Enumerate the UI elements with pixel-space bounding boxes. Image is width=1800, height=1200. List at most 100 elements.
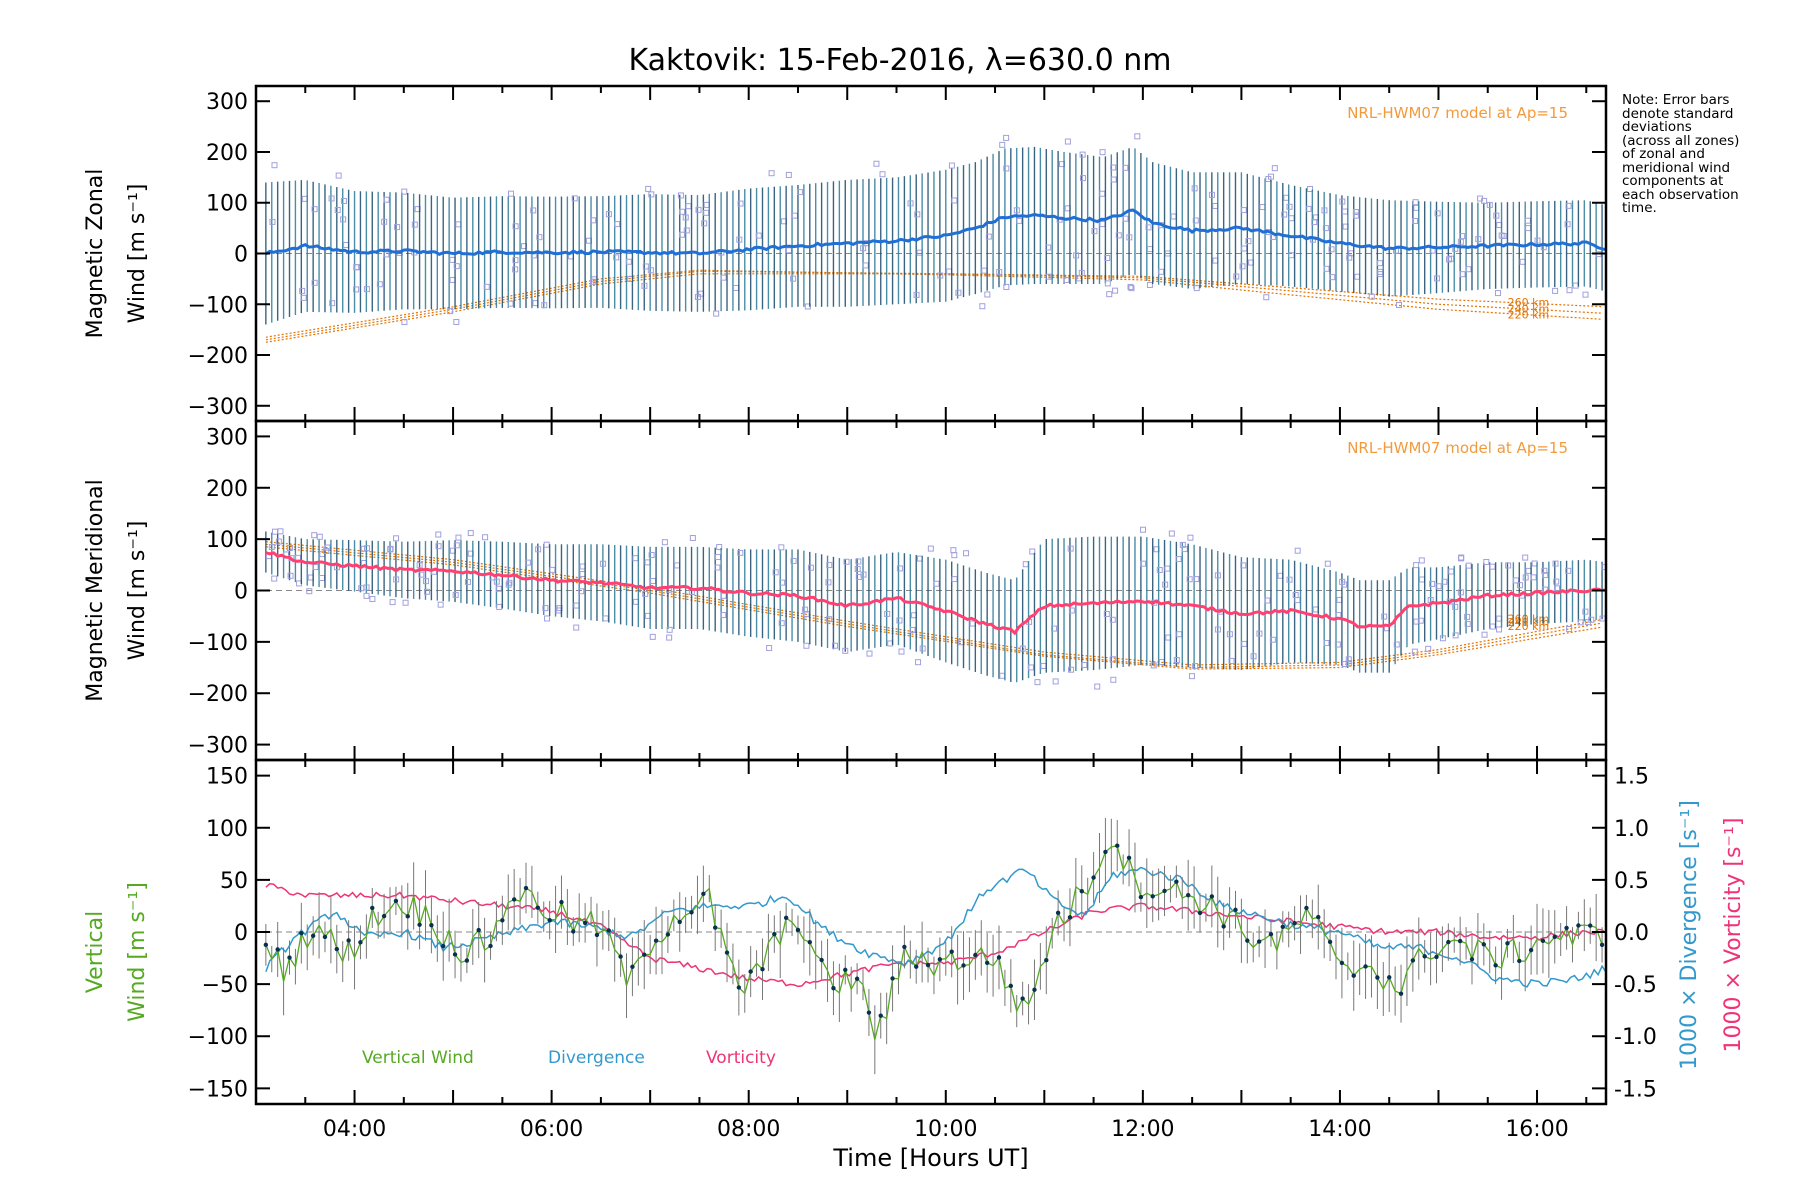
scatter-point — [714, 564, 721, 571]
x-axis-label: Time [Hours UT] — [832, 1144, 1028, 1172]
scatter-point — [599, 560, 606, 567]
scatter-point — [507, 190, 514, 197]
y-tick-label: 300 — [206, 425, 248, 450]
vertical-wind-point — [701, 891, 706, 897]
scatter-point — [1192, 663, 1199, 670]
scatter-point — [1064, 138, 1071, 145]
vertical-wind-point — [476, 927, 481, 933]
scatter-point — [679, 208, 686, 215]
vertical-wind-point — [299, 931, 304, 936]
scatter-point — [666, 634, 673, 641]
scatter-point — [1228, 657, 1235, 664]
vertical-wind-point — [783, 915, 789, 921]
scatter-point — [1328, 246, 1335, 253]
scatter-point — [661, 539, 668, 546]
scatter-point — [1191, 185, 1198, 192]
y-tick-label: 200 — [206, 477, 248, 502]
vertical-wind-point — [500, 918, 505, 923]
note-line: meridional wind — [1622, 159, 1731, 176]
scatter-point — [1483, 558, 1490, 565]
scatter-point — [1193, 285, 1200, 292]
vertical-wind-point — [1576, 923, 1581, 928]
scatter-point — [779, 579, 786, 586]
note-line: components at — [1622, 173, 1724, 189]
scatter-point — [1312, 606, 1319, 613]
scatter-point — [1019, 645, 1026, 652]
scatter-point — [435, 531, 442, 538]
scatter-point — [913, 291, 920, 298]
scatter-point — [963, 550, 970, 557]
scatter-point — [854, 566, 861, 573]
scatter-point — [703, 201, 710, 208]
scatter-point — [1411, 648, 1418, 655]
y-axis-label: Magnetic Zonal — [83, 169, 108, 339]
scatter-point — [1104, 254, 1111, 261]
model-altitude-label: 240 km — [1508, 302, 1550, 315]
vertical-wind-point — [1540, 938, 1546, 944]
scatter-point — [720, 274, 727, 281]
vertical-wind-point — [1387, 975, 1392, 980]
scatter-point — [915, 659, 922, 666]
scatter-point — [1281, 211, 1288, 218]
scatter-point — [1481, 631, 1488, 638]
vertical-wind-point — [843, 967, 848, 973]
vertical-wind-point — [1162, 888, 1167, 894]
scatter-point — [1307, 186, 1314, 193]
vertical-wind-point — [949, 949, 954, 954]
vertical-wind-point — [1221, 924, 1226, 929]
scatter-point — [1034, 679, 1041, 686]
vertical-wind-point — [1233, 907, 1238, 913]
scatter-point — [387, 545, 394, 552]
vertical-wind-point — [819, 957, 824, 963]
scatter-point — [999, 672, 1006, 679]
vertical-wind-point — [689, 910, 694, 915]
vertical-wind-point — [1256, 939, 1262, 944]
scatter-point — [271, 528, 278, 535]
scatter-point — [866, 650, 873, 657]
scatter-point — [353, 264, 360, 271]
vertical-wind-point — [417, 922, 422, 927]
scatter-point — [1286, 203, 1293, 210]
scatter-point — [1122, 215, 1129, 222]
scatter-point — [733, 284, 740, 291]
scatter-point — [642, 263, 649, 270]
scatter-point — [1146, 281, 1153, 288]
scatter-point — [879, 171, 886, 178]
y-tick-label: 200 — [206, 141, 248, 166]
scatter-point — [383, 251, 390, 258]
scatter-point — [772, 569, 779, 576]
scatter-point — [1240, 562, 1247, 569]
scatter-point — [542, 605, 549, 612]
scatter-point — [1577, 619, 1584, 626]
scatter-point — [1525, 567, 1532, 574]
scatter-point — [544, 615, 551, 622]
vertical-wind-point — [1517, 958, 1522, 964]
scatter-point — [1346, 660, 1353, 667]
vertical-wind-point — [1091, 875, 1096, 880]
scatter-point — [826, 562, 833, 569]
vertical-wind-point — [618, 954, 623, 959]
scatter-point — [801, 606, 808, 613]
vertical-wind-point — [665, 932, 671, 937]
scatter-point — [268, 543, 275, 550]
scatter-point — [1122, 164, 1129, 171]
scatter-point — [873, 160, 880, 167]
scatter-point — [1103, 610, 1110, 617]
scatter-point — [666, 626, 673, 633]
scatter-point — [683, 227, 690, 234]
scatter-point — [825, 579, 832, 586]
scatter-point — [916, 249, 923, 256]
scatter-point — [832, 642, 839, 649]
vertical-wind-point — [1126, 855, 1132, 860]
vertical-wind-point — [547, 917, 552, 923]
scatter-point — [1099, 190, 1106, 197]
scatter-point — [1239, 263, 1246, 270]
scatter-point — [1345, 656, 1352, 663]
scatter-point — [1193, 576, 1200, 583]
scatter-point — [1294, 597, 1301, 604]
y2-tick-label: -1.5 — [1614, 1077, 1657, 1102]
scatter-point — [424, 588, 431, 595]
scatter-point — [376, 281, 383, 288]
scatter-point — [898, 648, 905, 655]
vertical-wind-point — [1103, 849, 1108, 855]
